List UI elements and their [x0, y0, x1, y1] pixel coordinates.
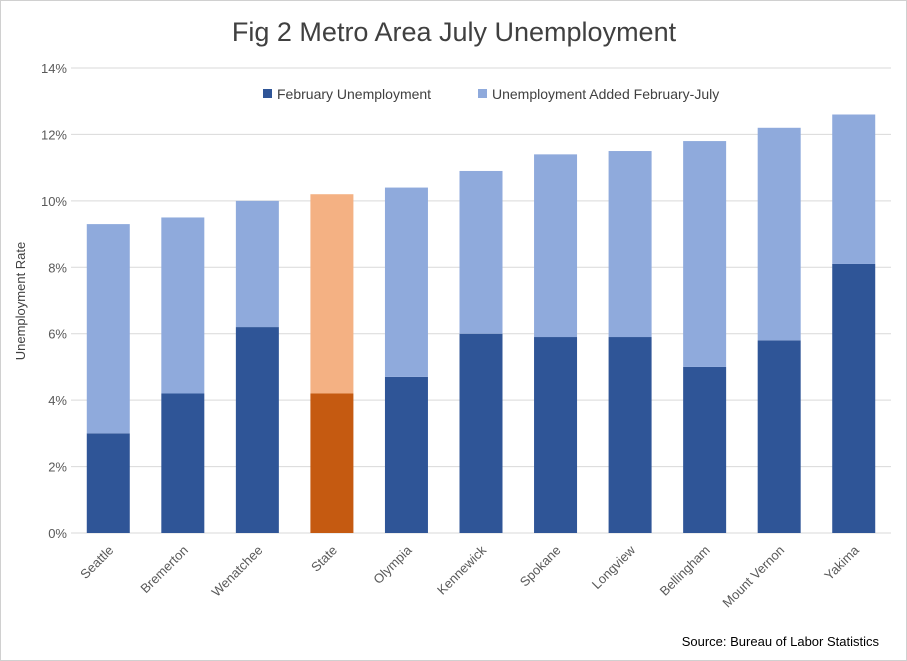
x-category-label: Spokane [517, 543, 564, 590]
bar-added-state [310, 194, 354, 394]
y-axis-ticks: 0% 2% 4% 6% 8% 10% 12% 14% [41, 61, 67, 541]
bar-february-seattle [86, 433, 130, 533]
legend: February Unemployment Unemployment Added … [263, 86, 719, 102]
y-axis-label: Unemployment Rate [13, 242, 28, 361]
x-axis-categories: Seattle Bremerton Wenatchee State Olympia Ken… [77, 542, 862, 610]
bar-added-spokane [534, 154, 578, 338]
bar-february-bremerton [161, 393, 205, 533]
y-tick-label: 14% [41, 61, 67, 76]
bar-added-yakima [832, 114, 876, 264]
bar-added-seattle [86, 224, 130, 434]
y-tick-label: 0% [48, 526, 67, 541]
y-tick-label: 12% [41, 127, 67, 142]
bar-february-state [310, 393, 354, 533]
x-category-label: Mount Vernon [719, 543, 787, 611]
bar-added-bellingham [683, 141, 727, 367]
source-annotation: Source: Bureau of Labor Statistics [682, 634, 880, 649]
y-tick-label: 8% [48, 260, 67, 275]
legend-swatch [478, 89, 487, 98]
x-category-label: Bellingham [657, 543, 713, 599]
bar-february-yakima [832, 263, 876, 533]
bar-february-wenatchee [235, 327, 279, 533]
x-category-label: Longview [589, 542, 639, 592]
bar-february-olympia [384, 376, 428, 533]
y-tick-label: 6% [48, 327, 67, 342]
x-category-label: Bremerton [137, 543, 191, 597]
x-category-label: Olympia [370, 542, 415, 587]
legend-label: Unemployment Added February-July [492, 86, 719, 102]
legend-swatch [263, 89, 272, 98]
x-category-label: Yakima [821, 542, 862, 583]
bar-added-olympia [384, 187, 428, 377]
bar-added-wenatchee [235, 200, 279, 328]
bar-added-longview [608, 151, 652, 338]
bar-added-mount-vernon [757, 127, 801, 341]
bar-february-spokane [534, 337, 578, 533]
y-tick-label: 2% [48, 460, 67, 475]
bar-february-mount-vernon [757, 340, 801, 533]
y-tick-label: 10% [41, 194, 67, 209]
bars [86, 114, 876, 533]
chart-title: Fig 2 Metro Area July Unemployment [232, 17, 677, 47]
x-category-label: Seattle [77, 543, 116, 582]
legend-label: February Unemployment [277, 86, 431, 102]
bar-added-kennewick [459, 170, 503, 334]
x-category-label: Kennewick [434, 542, 489, 597]
bar-february-bellingham [683, 366, 727, 533]
bar-added-bremerton [161, 217, 205, 394]
x-category-label: Wenatchee [209, 543, 266, 600]
x-category-label: State [308, 543, 340, 575]
y-tick-label: 4% [48, 393, 67, 408]
bar-february-longview [608, 337, 652, 533]
bar-february-kennewick [459, 333, 503, 533]
